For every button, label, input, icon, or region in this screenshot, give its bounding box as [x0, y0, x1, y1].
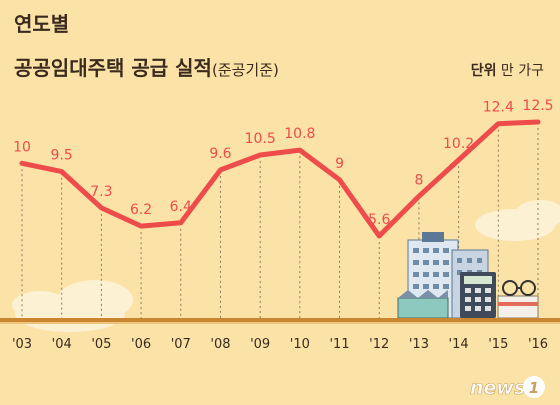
chart-title-line1: 연도별	[14, 12, 70, 36]
ground-stripe	[0, 318, 560, 322]
data-label: 10.8	[284, 126, 315, 142]
data-label: 10.5	[245, 131, 276, 147]
building-illustration	[397, 232, 539, 319]
data-label: 5.6	[368, 212, 390, 228]
data-label: 8	[414, 172, 423, 188]
data-label: 10	[13, 139, 31, 155]
x-tick-label: '16	[528, 337, 548, 352]
unit-label: 단위 만 가구	[471, 60, 544, 80]
data-label: 6.2	[130, 202, 152, 218]
x-tick-label: '15	[488, 337, 508, 352]
x-tick-label: '11	[329, 337, 349, 352]
data-label: 6.4	[170, 199, 192, 215]
chart-title-line2: 공공임대주택 공급 실적(준공기준)	[14, 52, 279, 81]
ground-stripe-light	[0, 322, 560, 324]
series-line	[19, 119, 541, 239]
x-tick-label: '06	[131, 337, 151, 352]
logo-text: news	[470, 377, 525, 399]
x-tick-label: '13	[409, 337, 429, 352]
chart-title-sub: (준공기준)	[211, 61, 279, 79]
logo-circle-icon	[523, 376, 545, 398]
x-tick-label: '05	[91, 337, 111, 352]
data-label: 12.5	[522, 98, 553, 114]
news1-logo: news 1	[470, 376, 545, 399]
chart-title-main: 공공임대주택 공급 실적	[14, 56, 212, 80]
x-tick-label: '10	[290, 337, 310, 352]
x-tick-label: '04	[52, 337, 72, 352]
unit-label-key: 단위	[470, 63, 497, 79]
x-tick-label: '12	[369, 337, 389, 352]
data-label: 9.5	[51, 148, 73, 164]
x-tick-label: '07	[171, 337, 191, 352]
x-tick-label: '09	[250, 337, 270, 352]
x-tick-label: '03	[12, 337, 32, 352]
x-tick-label: '14	[449, 337, 469, 352]
data-label: 12.4	[483, 100, 514, 116]
data-label: 7.3	[90, 184, 112, 200]
x-tick-label: '08	[210, 337, 230, 352]
data-label: 9.6	[209, 146, 231, 162]
logo-mark: 1	[529, 379, 539, 397]
unit-label-value: 만 가구	[500, 63, 544, 79]
data-label: 9	[335, 156, 344, 172]
data-label: 10.2	[443, 136, 474, 152]
